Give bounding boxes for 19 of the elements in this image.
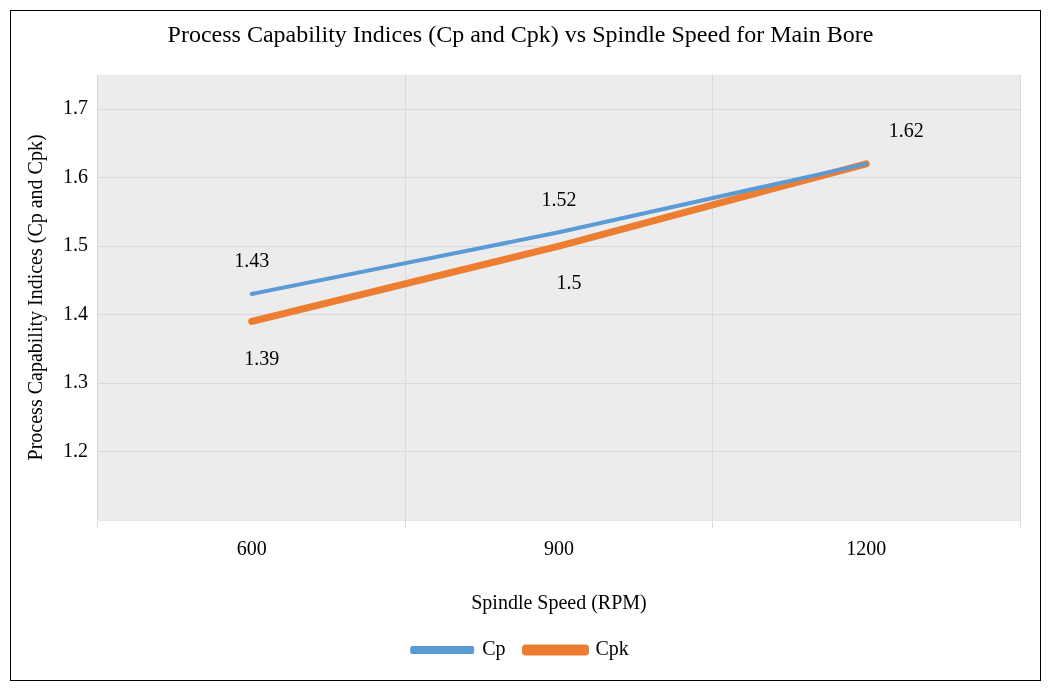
data-label: 1.39 bbox=[244, 346, 280, 369]
data-label: 1.52 bbox=[541, 187, 577, 210]
x-axis-title: Spindle Speed (RPM) bbox=[471, 591, 647, 615]
x-tick-label: 900 bbox=[544, 537, 574, 560]
data-label: 1.43 bbox=[234, 249, 270, 272]
x-tick-label: 600 bbox=[236, 537, 267, 560]
y-tick-label: 1.5 bbox=[63, 233, 88, 256]
data-label: 1.5 bbox=[556, 271, 582, 294]
y-tick-label: 1.4 bbox=[63, 301, 88, 324]
y-tick-label: 1.6 bbox=[63, 164, 88, 187]
legend-label: Cp bbox=[482, 637, 506, 661]
y-axis-title: Process Capability Indices (Cp and Cpk) bbox=[24, 134, 48, 461]
y-tick-label: 1.2 bbox=[63, 438, 88, 461]
chart-title: Process Capability Indices (Cp and Cpk) vs Spindle Speed for Main Bore bbox=[167, 20, 874, 47]
data-label: 1.62 bbox=[888, 119, 924, 142]
y-tick-label: 1.3 bbox=[63, 370, 88, 393]
x-tick-label: 1200 bbox=[846, 537, 887, 560]
y-tick-label: 1.7 bbox=[63, 96, 88, 119]
legend-label: Cpk bbox=[595, 637, 629, 661]
